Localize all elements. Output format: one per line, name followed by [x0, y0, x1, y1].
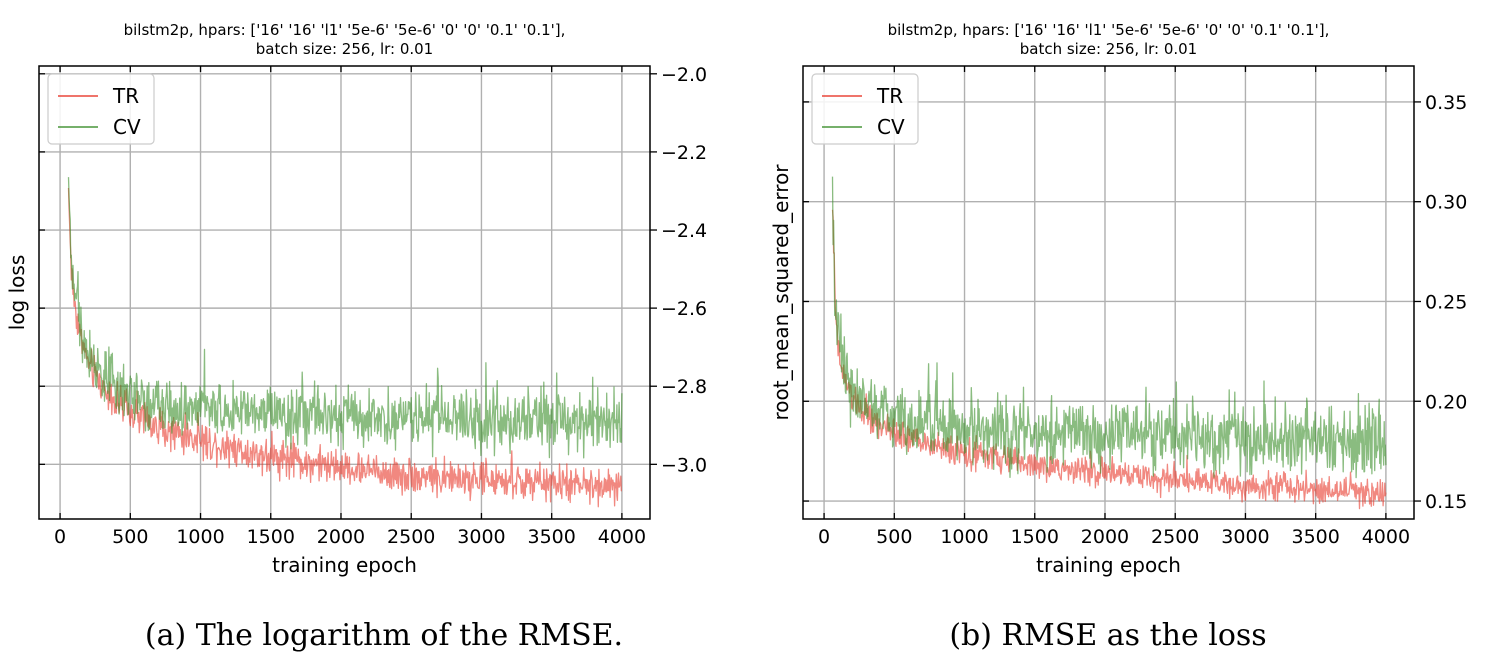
legend-label-tr: TR	[876, 84, 903, 108]
x-tick-label: 1000	[940, 526, 988, 548]
x-tick-label: 2000	[1081, 526, 1129, 548]
plot-area	[67, 177, 623, 508]
y-tick-label: 0.25	[1425, 291, 1467, 313]
y-tick-label: 0.30	[1425, 192, 1467, 214]
x-tick-label: 4000	[1362, 526, 1410, 548]
x-tick-label: 3500	[1291, 526, 1339, 548]
chart-log-loss: bilstm2p, hpars: ['16' '16' 'l1' '5e-6' …	[5, 21, 707, 577]
y-tick-label: −2.6	[661, 298, 707, 320]
y-tick-label: −2.8	[661, 376, 707, 398]
y-tick-label: −3.0	[661, 454, 707, 476]
x-tick-label: 2000	[317, 526, 365, 548]
chart-rmse: bilstm2p, hpars: ['16' '16' 'l1' '5e-6' …	[769, 21, 1467, 577]
x-tick-label: 1000	[176, 526, 224, 548]
chart-title: bilstm2p, hpars: ['16' '16' 'l1' '5e-6' …	[124, 21, 566, 39]
x-tick-label: 4000	[598, 526, 646, 548]
x-axis-label: training epoch	[272, 553, 417, 577]
y-tick-label: 0.15	[1425, 491, 1467, 513]
x-tick-label: 3500	[527, 526, 575, 548]
plot-frame	[802, 65, 1415, 520]
legend-label-cv: CV	[877, 115, 905, 139]
chart-subtitle: batch size: 256, lr: 0.01	[256, 40, 433, 58]
x-axis-label: training epoch	[1036, 553, 1181, 577]
y-tick-label: 0.35	[1425, 92, 1467, 114]
x-tick-label: 500	[876, 526, 912, 548]
y-tick-label: 0.20	[1425, 391, 1467, 413]
x-tick-label: 1500	[1011, 526, 1059, 548]
chart-subtitle: batch size: 256, lr: 0.01	[1020, 40, 1197, 58]
legend: TR CV	[47, 73, 155, 145]
x-tick-label: 0	[54, 526, 66, 548]
chart-title: bilstm2p, hpars: ['16' '16' 'l1' '5e-6' …	[888, 21, 1330, 39]
caption-a: (a) The logarithm of the RMSE.	[144, 618, 624, 653]
legend-label-cv: CV	[113, 115, 141, 139]
legend-label-tr: TR	[112, 84, 139, 108]
series-line-cv	[831, 176, 1387, 479]
y-axis-label: log loss	[5, 255, 29, 330]
x-tick-label: 500	[112, 526, 148, 548]
y-tick-label: −2.2	[661, 142, 707, 164]
plot-frame	[38, 65, 651, 520]
series-line-tr	[67, 187, 623, 508]
plot-area	[831, 176, 1387, 510]
x-tick-label: 2500	[387, 526, 435, 548]
y-tick-label: −2.0	[661, 64, 707, 86]
series-line-cv	[67, 177, 623, 459]
y-axis-label: root_mean_squared_error	[769, 164, 793, 421]
x-tick-label: 2500	[1151, 526, 1199, 548]
x-tick-label: 3000	[457, 526, 505, 548]
x-tick-label: 3000	[1221, 526, 1269, 548]
caption-b: (b) RMSE as the loss	[949, 618, 1267, 653]
legend: TR CV	[811, 73, 919, 145]
x-tick-label: 0	[818, 526, 830, 548]
x-tick-label: 1500	[247, 526, 295, 548]
series-line-tr	[831, 209, 1387, 510]
y-tick-label: −2.4	[661, 220, 707, 242]
